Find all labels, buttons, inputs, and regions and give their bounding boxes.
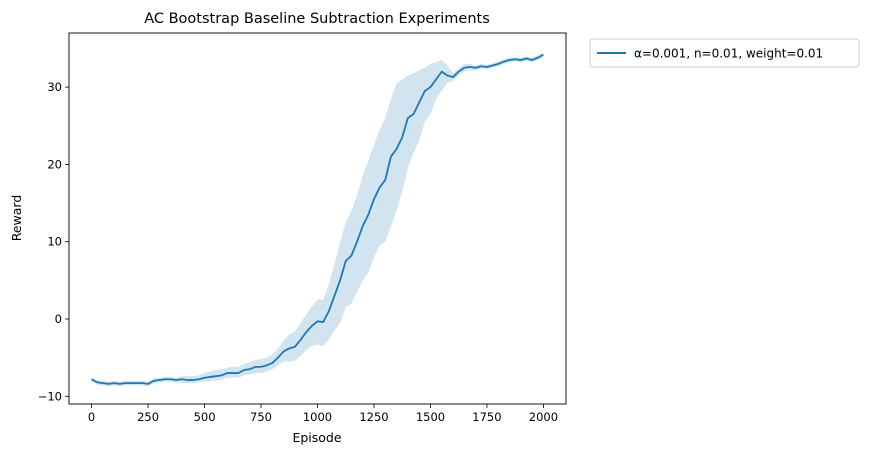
x-tick-label: 1250 — [359, 410, 388, 424]
x-tick-label: 250 — [137, 410, 159, 424]
x-tick-label: 1750 — [472, 410, 501, 424]
x-tick-label: 1000 — [303, 410, 332, 424]
x-tick-label: 2000 — [529, 410, 558, 424]
series-0-mean-line — [91, 53, 544, 385]
legend-series-label: α=0.001, n=0.01, weight=0.01 — [634, 47, 823, 61]
x-tick-label: 750 — [250, 410, 272, 424]
y-tick-label: 20 — [47, 157, 62, 171]
y-tick-label: 30 — [47, 80, 62, 94]
legend-frame — [589, 38, 860, 68]
y-tick-label: 0 — [55, 312, 62, 326]
y-tick-label: 10 — [47, 235, 62, 249]
axis-ticks: 0 250 500 750 1000 1250 1500 1750 2000 −10 0 10 20 30 — [38, 80, 558, 424]
y-axis-label: Reward — [9, 195, 24, 242]
chart-title: AC Bootstrap Baseline Subtraction Experi… — [144, 11, 490, 27]
legend: α=0.001, n=0.01, weight=0.01 — [589, 38, 860, 68]
x-tick-label: 0 — [88, 410, 95, 424]
series-0-confidence-band — [91, 52, 544, 387]
x-tick-label: 1500 — [416, 410, 445, 424]
x-axis-label: Episode — [292, 430, 341, 445]
plot-area — [91, 52, 544, 387]
x-tick-label: 500 — [194, 410, 216, 424]
y-tick-label: −10 — [38, 389, 62, 403]
